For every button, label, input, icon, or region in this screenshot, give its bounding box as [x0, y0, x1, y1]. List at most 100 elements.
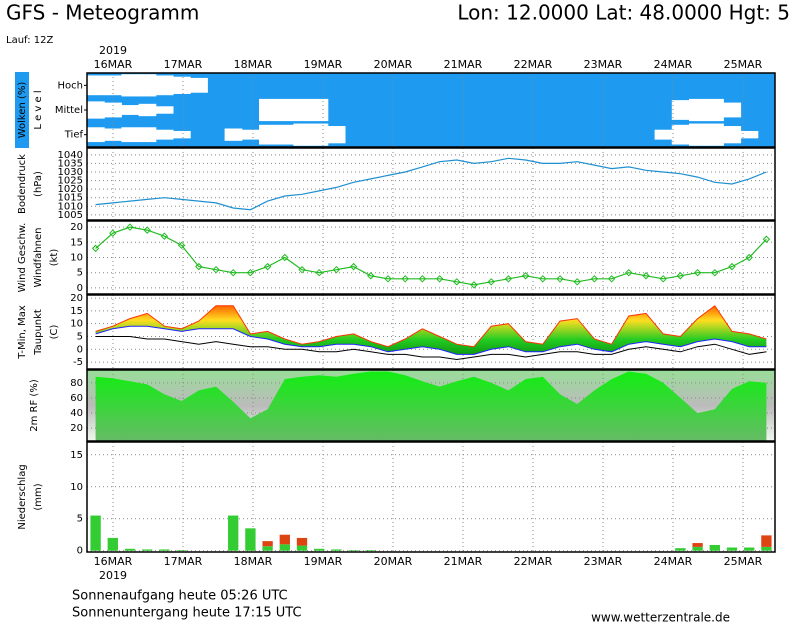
- y-tick-label: 15: [70, 237, 83, 248]
- y-tick-label: 5: [77, 514, 83, 525]
- y-label: Bodendruck: [17, 154, 28, 214]
- cloud-cover: [173, 130, 191, 139]
- y-label: T-Min, Max: [17, 305, 28, 360]
- date-top: 19MAR: [304, 58, 343, 71]
- precip-bar: [107, 537, 118, 551]
- temp-line: [95, 336, 767, 361]
- y-tick-label: 1040: [58, 150, 83, 161]
- y-label: Windfahnen: [33, 228, 44, 288]
- precip-bar: [124, 548, 136, 551]
- marker: [607, 275, 616, 283]
- precip-bar: [761, 535, 772, 547]
- y-tick-label: 1035: [58, 158, 83, 169]
- marker: [487, 278, 495, 286]
- y-label: L e v e l: [33, 90, 44, 129]
- y-tick-label: 1025: [58, 176, 83, 187]
- marker: [521, 272, 530, 280]
- cloud-cover: [259, 124, 277, 145]
- cloud-cover: [104, 128, 122, 141]
- date-top: 23MAR: [584, 58, 623, 71]
- sunrise: Sonnenaufgang heute 05:26 UTC: [72, 589, 288, 604]
- marker: [263, 262, 272, 271]
- cloud-cover: [723, 126, 742, 144]
- cloud-cover: [87, 75, 105, 96]
- cloud-cover: [310, 98, 329, 122]
- cloud-cover: [276, 124, 294, 145]
- marker: [693, 269, 702, 277]
- marker: [229, 269, 237, 277]
- temp-range: [95, 305, 767, 355]
- precip-bar: [142, 549, 153, 551]
- y-label: 2m RF (%): [29, 379, 40, 432]
- y-tick-label: 1015: [58, 193, 83, 204]
- y-label: Wind Geschw.: [17, 223, 28, 293]
- marker: [745, 253, 753, 262]
- date-top: 17MAR: [164, 58, 203, 71]
- marker: [504, 275, 513, 283]
- cloud-cover: [671, 100, 690, 120]
- marker: [573, 278, 581, 286]
- marker: [401, 275, 409, 283]
- panel-frame: [86, 294, 776, 370]
- cloud-cover: [671, 124, 690, 145]
- y-tick-label: 80: [70, 378, 83, 389]
- level-label: Mittel: [55, 105, 83, 116]
- date-bottom: 24MAR: [654, 555, 693, 568]
- date-top: 20MAR: [374, 58, 413, 71]
- panel-frame: [86, 369, 776, 442]
- marker: [384, 275, 392, 283]
- title: GFS - Meteogramm: [6, 1, 199, 25]
- marker: [246, 269, 255, 277]
- panel-frame: [86, 441, 776, 553]
- y-label: Taupunkt: [33, 309, 44, 356]
- date-bottom: 16MAR: [94, 555, 133, 568]
- cloud-cover: [155, 75, 174, 96]
- marker: [177, 241, 186, 250]
- marker: [642, 272, 650, 280]
- marker: [126, 223, 134, 231]
- y-tick-label: 0: [77, 344, 83, 355]
- precip-bar: [245, 528, 256, 551]
- sunset: Sonnenuntergang heute 17:15 UTC: [72, 606, 302, 621]
- marker: [109, 229, 117, 237]
- marker: [212, 265, 220, 274]
- precip-bar: [176, 550, 187, 551]
- cloud-cover: [740, 130, 759, 139]
- marker: [470, 281, 478, 289]
- panel-frame: [86, 72, 776, 148]
- date-bottom: 18MAR: [234, 555, 273, 568]
- cloud-cover: [190, 77, 208, 93]
- y-tick-label: 1005: [58, 210, 83, 221]
- panel-frame: [86, 147, 776, 221]
- y-tick-label: -5: [73, 357, 83, 368]
- level-label: Hoch: [58, 80, 83, 91]
- precip-bar: [159, 549, 170, 551]
- line: [95, 226, 767, 286]
- y-tick-label: 1010: [58, 201, 83, 212]
- cloud-cover: [706, 98, 724, 122]
- precip-bar: [348, 550, 359, 551]
- cloud-cover: [706, 123, 724, 146]
- precip-bar: [726, 547, 738, 551]
- precip-bar: [262, 546, 273, 551]
- cloud-cover: [689, 123, 707, 146]
- marker: [367, 272, 375, 280]
- cloud-cover: [87, 127, 105, 143]
- y-tick-label: 5: [77, 331, 83, 342]
- y-tick-label: 10: [70, 319, 83, 330]
- y-tick-label: 40: [70, 408, 83, 419]
- y-tick-label: 1020: [58, 184, 83, 195]
- year-top: 2019: [99, 44, 127, 57]
- precip-bar: [279, 534, 290, 545]
- date-top: 22MAR: [514, 58, 553, 71]
- cloud-cover: [121, 127, 140, 143]
- precip-bar: [90, 515, 101, 551]
- run: Lauf: 12Z: [6, 35, 53, 46]
- precip-bar: [228, 515, 239, 551]
- date-top: 24MAR: [654, 58, 693, 71]
- cloud-cover: [293, 123, 312, 146]
- cloud-cover: [138, 74, 157, 97]
- cloud-cover: [138, 103, 157, 117]
- cloud-cover: [121, 74, 140, 97]
- date-bottom: 22MAR: [514, 555, 553, 568]
